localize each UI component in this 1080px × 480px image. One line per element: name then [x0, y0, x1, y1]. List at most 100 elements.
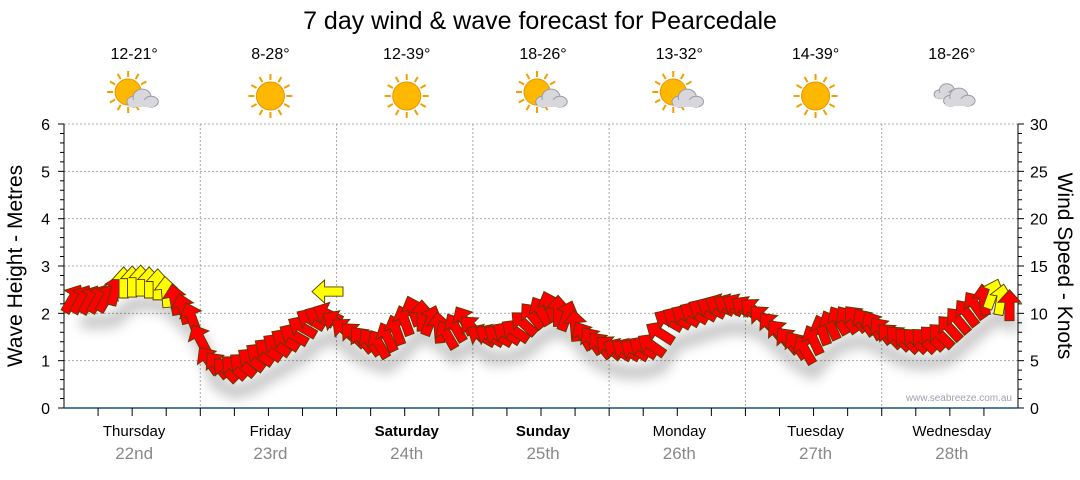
sun-disc: [255, 81, 285, 111]
day-name: Saturday: [375, 423, 440, 440]
left-tick-label: 3: [41, 259, 50, 276]
sun-ray: [661, 73, 667, 80]
day-column-saturday: 12-39° Saturday 24th: [375, 46, 440, 463]
sun-ray: [525, 104, 531, 111]
sun-ray: [250, 84, 258, 89]
sun-disc: [801, 81, 831, 111]
temperature-range: 14-39°: [792, 46, 839, 63]
sun-ray: [283, 84, 290, 89]
left-tick-label: 4: [41, 212, 50, 229]
sun-ray: [828, 103, 836, 108]
partly-cloudy-icon: [107, 71, 159, 113]
temperature-range: 12-39°: [383, 46, 430, 63]
sun-ray: [250, 103, 258, 108]
left-tick-label: 6: [41, 117, 50, 134]
sun-ray: [685, 80, 692, 86]
cloud-part: [945, 98, 971, 107]
cloud-part: [935, 92, 957, 99]
sun-ray: [413, 109, 419, 116]
right-axis-title: Wind Speed - Knots: [1053, 173, 1076, 360]
day-name: Monday: [653, 423, 707, 440]
day-column-friday: 8-28° Friday 23rd: [248, 46, 293, 463]
cloud-part: [537, 99, 563, 108]
sun-ray: [140, 80, 147, 86]
sun-ray: [387, 103, 394, 108]
sun-ray: [679, 73, 685, 80]
sun-ray: [822, 109, 828, 116]
sun-ray: [796, 84, 803, 89]
right-tick-label: 30: [1030, 117, 1048, 134]
left-tick-label: 0: [41, 401, 50, 418]
left-axis-title: Wave Height - Metres: [4, 165, 27, 367]
day-name: Wednesday: [912, 423, 991, 440]
day-column-tuesday: 14-39° Tuesday 27th: [787, 46, 844, 463]
sun-ray: [109, 98, 116, 104]
right-tick-label: 10: [1030, 306, 1048, 323]
right-tick-label: 5: [1030, 354, 1039, 371]
sun-ray: [518, 80, 525, 86]
sun-ray: [654, 98, 661, 104]
sun-ray: [420, 103, 427, 108]
day-date: 27th: [799, 444, 832, 463]
sunny-icon: [793, 74, 838, 118]
sun-ray: [394, 109, 400, 116]
sun-ray: [543, 73, 549, 80]
right-tick-label: 20: [1030, 212, 1048, 229]
sun-ray: [803, 109, 809, 116]
day-column-sunday: 18-26° Sunday 25th: [516, 46, 571, 463]
cloudy-icon: [933, 83, 976, 107]
temperature-range: 18-26°: [519, 46, 566, 63]
sun-ray: [420, 84, 427, 89]
left-tick-label: 5: [41, 164, 50, 181]
day-date: 23rd: [253, 444, 287, 463]
day-column-monday: 13-32° Monday 26th: [652, 46, 706, 463]
temperature-range: 13-32°: [656, 46, 703, 63]
sun-ray: [134, 73, 140, 80]
partly-cloudy-icon: [516, 71, 568, 113]
left-tick-label: 1: [41, 354, 50, 371]
sun-ray: [387, 84, 394, 89]
day-name: Sunday: [516, 423, 571, 440]
sun-ray: [283, 103, 290, 108]
day-date: 28th: [935, 444, 968, 463]
sun-ray: [803, 76, 809, 83]
sunny-icon: [384, 74, 429, 118]
sun-ray: [116, 73, 122, 80]
sun-ray: [796, 103, 803, 108]
wave-shadow: [80, 296, 1022, 400]
chart-title: 7 day wind & wave forecast for Pearcedal…: [303, 7, 777, 35]
left-tick-label: 2: [41, 306, 50, 323]
day-date: 26th: [663, 444, 696, 463]
sun-ray: [549, 80, 556, 86]
sun-ray: [518, 98, 525, 104]
sunny-icon: [248, 74, 293, 118]
temperature-range: 12-21°: [110, 46, 157, 63]
sun-ray: [394, 76, 400, 83]
sun-ray: [413, 76, 419, 83]
sun-ray: [822, 76, 828, 83]
day-name: Thursday: [103, 423, 166, 440]
partly-cloudy-icon: [652, 71, 704, 113]
day-date: 22nd: [115, 444, 153, 463]
day-name: Tuesday: [787, 423, 844, 440]
sun-ray: [277, 109, 283, 116]
right-tick-label: 25: [1030, 164, 1048, 181]
temperature-range: 18-26°: [928, 46, 975, 63]
sun-ray: [654, 80, 661, 86]
day-date: 25th: [526, 444, 559, 463]
right-tick-label: 15: [1030, 259, 1048, 276]
day-column-wednesday: 18-26° Wednesday 28th: [912, 46, 991, 463]
watermark: www.seabreeze.com.au: [905, 393, 1012, 404]
sun-ray: [828, 84, 836, 89]
cloud-part: [128, 99, 154, 108]
wind-arrow: [311, 279, 344, 305]
right-tick-label: 0: [1030, 401, 1039, 418]
sun-disc: [392, 81, 422, 111]
day-date: 24th: [390, 444, 423, 463]
day-column-thursday: 12-21° Thursday 22nd: [103, 46, 166, 463]
sun-ray: [116, 104, 122, 111]
wind-arrow: [996, 288, 1023, 322]
cloud-part: [673, 99, 699, 108]
day-name: Friday: [250, 423, 292, 440]
